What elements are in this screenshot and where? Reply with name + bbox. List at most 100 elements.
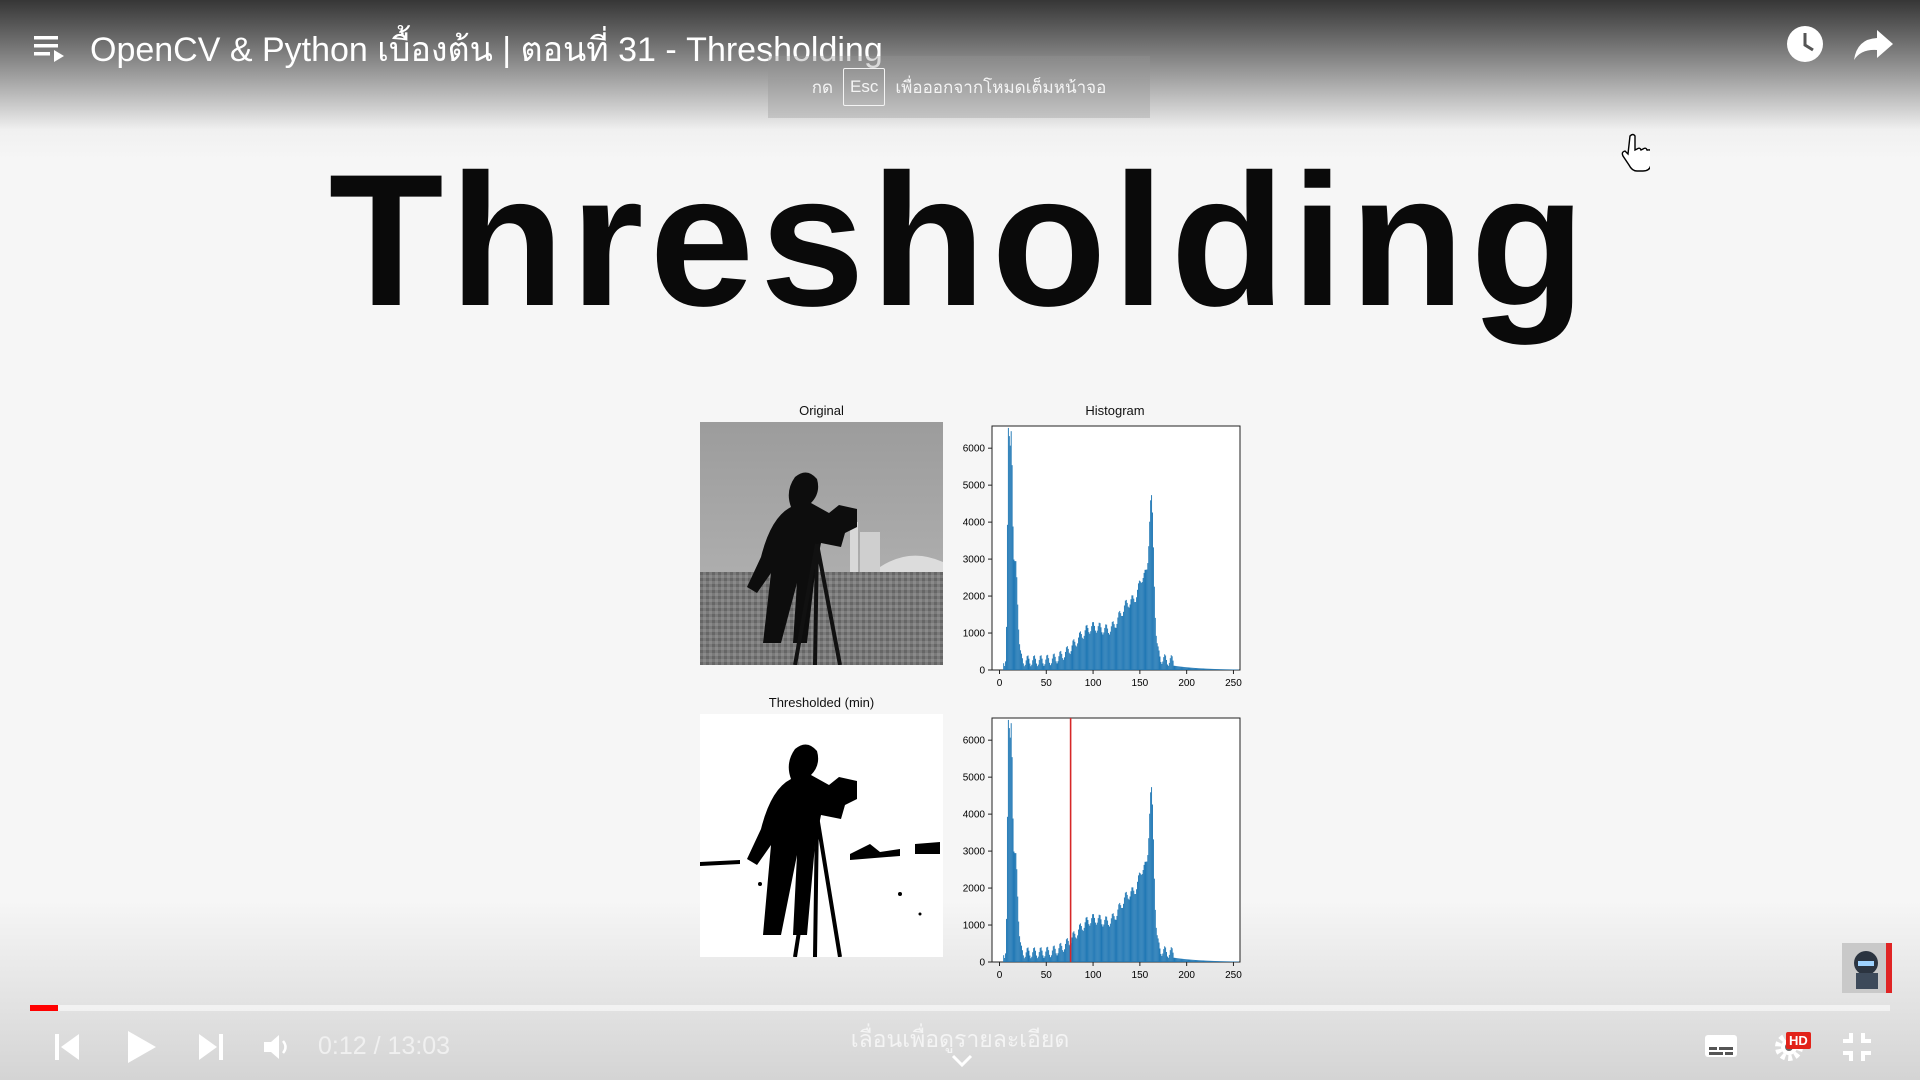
histogram-bar [1176,958,1178,962]
histogram-bar [1115,919,1117,962]
previous-icon[interactable] [52,1030,82,1064]
histogram-bar [1206,668,1208,670]
histogram-bar [1167,956,1168,962]
histogram-bar [1138,580,1140,670]
histogram-bar [1165,655,1167,670]
histogram-bar [1219,961,1221,962]
volume-icon[interactable] [262,1032,294,1062]
histogram-bar [1034,655,1036,670]
histogram-bar [1214,961,1216,962]
histogram-bar [1068,652,1070,670]
histogram-bar [1046,947,1048,962]
y-tick-label: 1000 [963,629,986,640]
histogram-bar [1113,624,1115,670]
subtitles-icon[interactable] [1704,1032,1738,1060]
histogram-bar [1188,667,1190,670]
y-tick-label: 3000 [963,555,986,566]
progress-bar[interactable] [30,1005,1890,1011]
histogram-bar [1187,959,1189,962]
slide-heading: Thresholding [328,135,1592,345]
histogram-bar [1090,631,1092,670]
histogram-bar [1134,894,1136,962]
histogram-bar [1056,663,1058,670]
histogram-bar [1210,960,1212,962]
histogram-bar [1027,947,1029,962]
histogram-bar [1108,924,1109,962]
histogram-bar [1141,582,1143,670]
histogram-bar [1054,948,1056,962]
histogram-bar [1157,938,1159,962]
histogram-bar [1106,624,1108,670]
histogram-bar [1121,615,1123,670]
histogram-bar [1130,891,1132,962]
histogram-bar [1012,526,1014,670]
histogram-bar [1039,947,1041,962]
histogram-bar [1003,955,1005,962]
histogram-bar [1062,950,1064,962]
histogram-bar [1104,919,1106,962]
share-icon[interactable] [1851,24,1895,64]
histogram-bar [1097,626,1099,670]
scroll-for-details-hint[interactable]: เลื่อนเพื่อดูรายละเอียด [850,1026,1070,1052]
histogram-bar [1112,621,1114,670]
histogram-bar [1145,569,1147,670]
histogram-bar [1213,960,1215,962]
histogram-bar [1087,628,1089,670]
histogram-bar [1012,818,1014,962]
histogram-bar [1168,954,1170,962]
histogram-bar [1091,626,1093,670]
histogram-bar [1162,953,1164,962]
histogram-bar [1114,919,1116,962]
playlist-icon[interactable] [30,28,70,68]
histogram-bar [1126,602,1128,670]
histogram-bar [1098,914,1100,962]
chevron-down-icon[interactable] [950,1052,974,1070]
next-icon[interactable] [196,1030,226,1064]
y-tick-label: 6000 [963,736,986,747]
histogram-bar [1153,878,1155,962]
histogram-bar [1079,923,1081,962]
top-bar [0,0,1920,130]
histogram-bar [1089,633,1091,670]
histogram-bar [1003,663,1005,670]
channel-watermark-icon[interactable] [1842,943,1892,993]
histogram-bar [1196,668,1198,670]
histogram-bar [1133,890,1135,962]
play-icon[interactable] [124,1028,158,1066]
exit-fullscreen-icon[interactable] [1840,1030,1874,1064]
histogram-bar [1021,658,1023,670]
histogram-bar [1135,893,1137,962]
histogram-bar [1071,645,1073,670]
histogram-bar [1036,666,1038,670]
histogram-bar [1131,887,1133,962]
histogram-bar [1076,646,1078,670]
watch-later-icon[interactable] [1785,24,1825,64]
histogram-bar [1108,634,1110,670]
histogram-bar [1092,622,1094,670]
histogram-bar [1155,635,1157,670]
histogram-bar [1096,630,1098,670]
histogram-bar [1121,907,1123,962]
histogram-bar [1176,666,1178,670]
histogram-bar [1083,927,1085,962]
x-tick-label: 100 [1085,970,1102,978]
histogram-bar [1193,667,1195,670]
histogram-bar [1149,813,1151,962]
histogram-bar [1233,961,1235,962]
histogram-bar [1086,916,1088,962]
histogram-bar [1159,948,1161,962]
histogram-bar [1119,610,1121,670]
histogram-bar [1047,946,1049,962]
histogram-bar [1105,624,1107,670]
histogram-bar [1077,643,1079,670]
histogram-bar [1043,957,1045,962]
histogram-bar [1170,655,1172,670]
y-tick-label: 6000 [963,444,986,455]
histogram-bar [1162,661,1164,670]
histogram-bar [1028,658,1030,670]
video-title[interactable]: OpenCV & Python เบื้องต้น | ตอนที่ 31 - … [90,31,883,69]
histogram-bar [1020,650,1022,670]
histogram-bar [1085,625,1087,670]
histogram-bar [1213,668,1215,670]
